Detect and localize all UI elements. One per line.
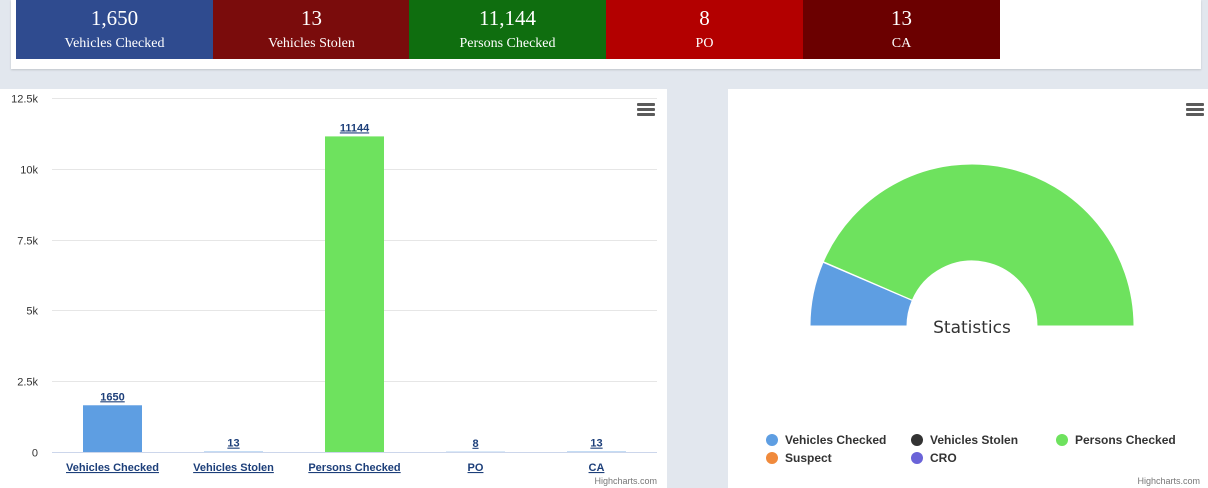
legend-label: Vehicles Stolen [930, 433, 1019, 447]
summary-card: 1,650 Vehicles Checked 13 Vehicles Stolen 11… [11, 0, 1201, 69]
legend-marker [1056, 434, 1068, 446]
legend-marker [766, 452, 778, 464]
stat-tile-ca: 13 CA [803, 0, 1000, 59]
data-label: 11144 [340, 122, 370, 134]
stat-label: CA [891, 36, 912, 51]
hamburger-menu-icon[interactable] [637, 103, 655, 117]
stat-label: Vehicles Checked [64, 36, 165, 51]
bar-chart-panel: 0 2.5k 5k 7.5k 10k 12.5k 1650 Vehicles Checked 1… [0, 89, 667, 488]
legend-marker [766, 434, 778, 446]
stat-label: Persons Checked [459, 36, 556, 51]
stat-label: Vehicles Stolen [268, 36, 355, 51]
x-tick-label[interactable]: Vehicles Checked [66, 462, 159, 474]
legend-label: Persons Checked [1075, 433, 1176, 447]
legend-label: CRO [930, 451, 957, 465]
x-tick-label[interactable]: Vehicles Stolen [193, 462, 274, 474]
stat-label: PO [695, 36, 714, 51]
credits-link[interactable]: Highcharts.com [1137, 476, 1200, 486]
legend-item-persons-checked[interactable]: Persons Checked [1056, 433, 1176, 447]
data-label: 8 [472, 438, 478, 450]
legend-item-cro[interactable]: CRO [911, 451, 957, 465]
stat-value: 13 [891, 6, 912, 30]
chart-title: Statistics [933, 318, 1011, 338]
legend-item-suspect[interactable]: Suspect [766, 451, 832, 465]
legend-marker [911, 434, 923, 446]
stat-value: 8 [699, 6, 710, 30]
stat-tile-po: 8 PO [606, 0, 803, 59]
stat-tile-persons-checked: 11,144 Persons Checked [409, 0, 606, 59]
x-tick-label[interactable]: CA [589, 462, 605, 474]
x-tick-label[interactable]: Persons Checked [308, 462, 400, 474]
legend-item-vehicles-stolen[interactable]: Vehicles Stolen [911, 433, 1018, 447]
bar-persons-checked[interactable] [325, 136, 384, 452]
y-tick-label: 0 [32, 448, 38, 460]
y-tick-label: 7.5k [17, 236, 38, 248]
stat-value: 11,144 [479, 6, 536, 30]
stat-tile-vehicles-checked: 1,650 Vehicles Checked [16, 0, 213, 59]
y-tick-label: 5k [26, 306, 38, 318]
legend-label: Suspect [785, 451, 832, 465]
legend-item-vehicles-checked[interactable]: Vehicles Checked [766, 433, 886, 447]
legend-marker [911, 452, 923, 464]
data-label: 13 [227, 438, 239, 450]
y-tick-label: 10k [20, 165, 38, 177]
data-label: 13 [590, 438, 602, 450]
pie-chart-panel: Statistics Vehicles Checked Vehicles Stol… [728, 89, 1208, 488]
legend-label: Vehicles Checked [785, 433, 887, 447]
data-label: 1650 [100, 391, 124, 403]
stat-value: 1,650 [90, 6, 139, 30]
y-tick-label: 2.5k [17, 377, 38, 389]
stat-value: 13 [301, 6, 322, 30]
stat-tile-vehicles-stolen: 13 Vehicles Stolen [213, 0, 410, 59]
y-tick-label: 12.5k [11, 94, 38, 106]
pie-chart: Statistics [809, 163, 1135, 338]
x-tick-label[interactable]: PO [468, 462, 484, 474]
credits-link[interactable]: Highcharts.com [594, 476, 657, 486]
slice-persons-checked[interactable] [822, 163, 1135, 327]
hamburger-menu-icon[interactable] [1186, 103, 1204, 117]
bar-vehicles-checked[interactable] [83, 405, 142, 452]
bar-chart: 0 2.5k 5k 7.5k 10k 12.5k 1650 Vehicles Checked 1… [11, 94, 657, 474]
